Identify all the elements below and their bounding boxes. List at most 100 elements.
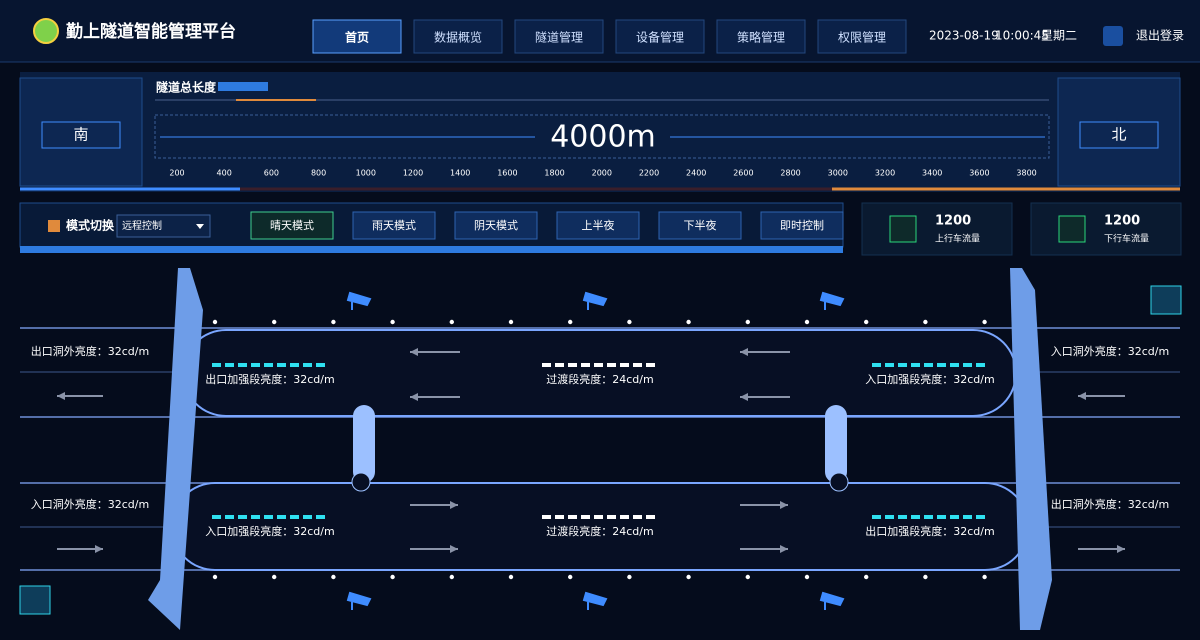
lamp [937,515,946,519]
lamp [620,515,629,519]
lamp [277,515,286,519]
light-dot [982,319,987,325]
nav-button[interactable] [514,19,604,54]
lamp [911,363,920,367]
lamp [872,515,881,519]
lamp [885,363,894,367]
light-dot [390,319,395,325]
pillar-base [829,472,849,492]
logout-icon[interactable] [1103,26,1123,46]
lamp [620,363,629,367]
light-dot [568,574,573,580]
logo [33,18,59,44]
mode-button[interactable] [556,211,640,240]
lamp [633,363,642,367]
lamp [872,363,881,367]
nav-label[interactable]: 隧道管理 [535,30,583,45]
mode-button[interactable] [760,211,844,240]
nav-button[interactable] [817,19,907,54]
ruler-tick: 200 [169,169,184,178]
ruler-tick: 3400 [922,169,942,178]
arrow-head [1117,545,1125,553]
lamp [581,515,590,519]
traffic-value: 1200 [1104,214,1140,229]
pillar-base [351,472,371,492]
arrow-head [410,348,418,356]
lamp [212,363,221,367]
camera [582,591,608,610]
arrow-head [95,545,103,553]
arrow-head [450,545,458,553]
lamp [646,363,655,367]
light-dot [686,319,691,325]
light-dot [568,319,573,325]
ruler-tick: 3000 [828,169,848,178]
camera [819,291,845,310]
lamp [607,363,616,367]
mode-select[interactable] [116,214,211,238]
south-box [19,77,143,187]
pillar [353,405,375,483]
outside-brightness: 出口洞外亮度：32cd/m [31,344,149,358]
lamp [976,363,985,367]
mode-label: 模式切换 [66,218,115,233]
light-dot [449,319,454,325]
nav-button[interactable] [413,19,503,54]
nav-button[interactable] [312,19,402,54]
nav-label[interactable]: 数据概览 [434,30,482,45]
ruler-tick: 1200 [403,169,423,178]
north-box [1057,77,1181,187]
outside-brightness: 入口洞外亮度：32cd/m [31,497,149,511]
south: 南 [73,126,88,144]
outside-brightness: 入口洞外亮度：32cd/m [1051,344,1169,358]
lamp [568,515,577,519]
mode-button[interactable] [658,211,742,240]
mode-select-text[interactable]: 远程控制 [122,219,162,232]
logout[interactable]: 退出登录 [1136,28,1184,43]
mode-button-label[interactable]: 即时控制 [780,218,824,232]
menu-icon[interactable] [19,585,51,615]
traffic-label: 上行车流量 [935,233,980,245]
mode-button[interactable] [454,211,538,240]
light-dot [508,574,514,580]
mode-button-label[interactable]: 晴天模式 [270,219,314,232]
mode-button-label[interactable]: 上半夜 [582,218,615,232]
mode-button-label[interactable]: 下半夜 [684,218,717,232]
camera [346,291,372,310]
ruler-tick: 3200 [875,169,895,178]
lamp [316,515,325,519]
lamp [303,363,312,367]
ruler-tick: 3600 [969,169,989,178]
segment-brightness: 入口加强段亮度：32cd/m [865,372,994,386]
lamp [316,363,325,367]
nav-label[interactable]: 设备管理 [636,30,684,45]
mode-button-label[interactable]: 阴天模式 [474,219,518,232]
lamp [238,515,247,519]
lamp [594,363,603,367]
lamp [251,363,260,367]
outside-brightness: 出口洞外亮度：32cd/m [1051,497,1169,511]
lamp [542,515,551,519]
nav-label[interactable]: 策略管理 [737,30,785,45]
mode-button-label[interactable]: 雨天模式 [372,219,416,232]
light-dot [864,574,869,580]
mode-icon [48,220,60,232]
arrow-head [1078,392,1086,400]
menu-icon[interactable] [1150,285,1182,315]
nav-button[interactable] [615,19,705,54]
north: 北 [1111,126,1126,144]
arrow-head [450,501,458,509]
mode-button[interactable] [352,211,436,240]
pillar [825,405,847,483]
lamp [555,515,564,519]
nav-label[interactable]: 权限管理 [838,30,886,45]
mode-button[interactable] [250,211,334,240]
segment-brightness: 出口加强段亮度：32cd/m [205,372,334,386]
lamp [594,515,603,519]
light-dot [923,319,928,325]
nav-button[interactable] [716,19,806,54]
nav-label[interactable]: 首页 [345,30,369,45]
lamp [950,363,959,367]
weekday: 星期二 [1041,29,1077,43]
